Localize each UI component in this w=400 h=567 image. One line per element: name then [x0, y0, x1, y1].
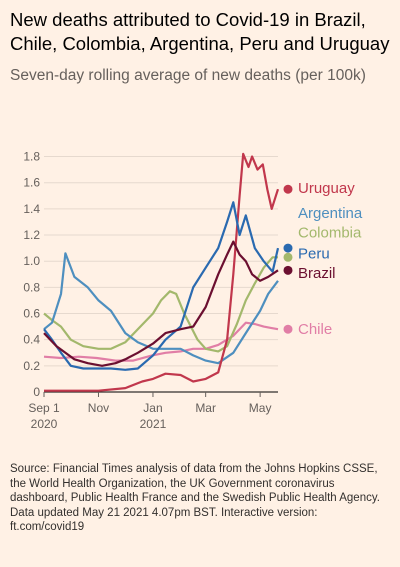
- y-tick-label: 0.2: [23, 359, 40, 373]
- x-tick-label: May: [249, 401, 272, 415]
- series-end-dots: [283, 184, 293, 334]
- end-dot-chile: [283, 324, 293, 334]
- series-label-argentina: Argentina: [298, 205, 363, 222]
- x-tick-label: Sep 1: [28, 401, 60, 415]
- source-note: Source: Financial Times analysis of data…: [10, 462, 394, 535]
- x-tick-label: Jan: [143, 401, 162, 415]
- series-label-brazil: Brazil: [298, 265, 336, 282]
- series-labels: Uruguay Argentina Colombia Peru Brazil Chile: [298, 180, 363, 338]
- end-dot-brazil: [283, 265, 293, 275]
- series-line-peru: [43, 201, 280, 371]
- y-axis: 0 0.2 0.4 0.6 0.8 1.0 1.2 1.4 1.6 1.8: [23, 150, 40, 399]
- series-line-chile: [43, 321, 279, 362]
- y-tick-label: 1.0: [23, 254, 40, 268]
- y-tick-label: 0.6: [23, 307, 40, 321]
- line-chart: Sep 1 2020 Nov Jan 2021 Mar May 0 0.2 0.4 0.6 0.8 1…: [23, 150, 363, 431]
- x-tick-label: Nov: [88, 401, 109, 415]
- gridlines: [44, 156, 278, 393]
- source-text: Source: Financial Times analysis of data…: [10, 463, 380, 504]
- series-label-uruguay: Uruguay: [298, 180, 355, 197]
- x-tick-sublabel: 2020: [31, 417, 58, 431]
- y-tick-label: 1.8: [23, 150, 40, 164]
- x-tick-sublabel: 2021: [140, 417, 167, 431]
- series-line-argentina: [43, 252, 279, 365]
- series-line-colombia: [43, 256, 278, 353]
- x-axis: Sep 1 2020 Nov Jan 2021 Mar May: [28, 392, 271, 431]
- end-dot-peru: [283, 243, 293, 253]
- updated-text: Data updated May 21 2021 4.07pm BST. Int…: [10, 506, 318, 534]
- end-dot-colombia: [283, 252, 293, 262]
- series-line-brazil: [43, 240, 279, 367]
- end-dot-uruguay: [283, 184, 293, 194]
- y-tick-label: 0.4: [23, 333, 40, 347]
- series-line-uruguay: [44, 152, 280, 392]
- x-tick-label: Mar: [195, 401, 216, 415]
- series-lines: [43, 152, 280, 392]
- y-tick-label: 0: [33, 385, 40, 399]
- y-tick-label: 1.6: [23, 176, 40, 190]
- y-tick-label: 0.8: [23, 280, 40, 294]
- y-tick-label: 1.2: [23, 228, 40, 242]
- chart-title: New deaths attributed to Covid-19 in Bra…: [10, 9, 390, 54]
- chart-subtitle: Seven-day rolling average of new deaths …: [10, 67, 366, 84]
- y-tick-label: 1.4: [23, 202, 40, 216]
- series-label-chile: Chile: [298, 321, 332, 338]
- series-label-peru: Peru: [298, 245, 330, 262]
- series-label-colombia: Colombia: [298, 224, 362, 241]
